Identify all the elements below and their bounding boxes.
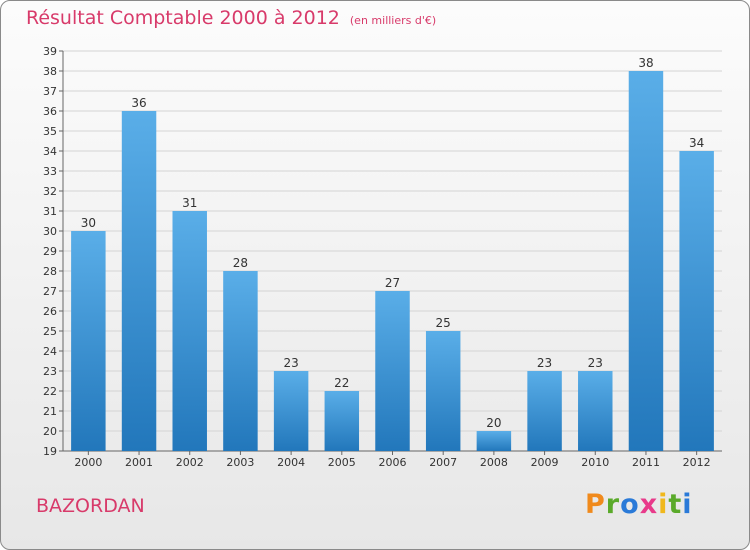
data-label-2002: 31 [182,196,197,210]
logo-letter: i [658,489,669,520]
logo-letter: o [620,489,640,520]
y-tick-label: 19 [43,445,57,458]
bar-2012 [679,151,714,451]
y-tick-label: 24 [43,345,57,358]
data-label-2010: 23 [588,356,603,370]
y-tick-label: 30 [43,225,57,238]
bar-2007 [425,331,461,451]
y-tick-label: 31 [43,205,57,218]
bar-2009 [527,371,562,451]
x-tick-label-2012: 2012 [683,456,711,469]
bar-2008 [476,431,512,451]
bar-2010 [578,371,613,451]
y-tick-label: 34 [43,145,57,158]
data-label-2003: 28 [233,256,248,270]
chart-subtitle: (en milliers d'€) [349,14,437,27]
x-tick-label-2004: 2004 [277,456,305,469]
bar-2005 [324,391,360,451]
data-label-2004: 23 [283,356,298,370]
data-label-2007: 25 [436,316,451,330]
logo-letter: P [585,489,606,520]
bar-2011 [628,71,664,451]
labels: 19 20 21 22 23 24 25 26 27 28 29 30 31 32 33 34 35 36 37 38… [43,45,711,469]
logo-letter: t [668,489,683,520]
y-tick-label: 29 [43,245,57,258]
y-tick-label: 28 [43,265,57,278]
y-tick-label: 27 [43,285,57,298]
bar-2006 [375,291,410,451]
y-tick-label: 38 [43,65,57,78]
data-label-2000: 30 [81,216,96,230]
bar-2003 [223,271,258,451]
data-label-2009: 23 [537,356,552,370]
x-tick-label-2007: 2007 [429,456,457,469]
logo-letter: i [682,489,693,520]
commune-name: BAZORDAN [36,495,145,517]
y-tick-label: 35 [43,125,57,138]
chart-title: Résultat Comptable 2000 à 2012 (en millie… [26,7,436,29]
data-label-2006: 27 [385,276,400,290]
logo-letter: x [639,489,659,520]
x-tick-label-2000: 2000 [74,456,102,469]
x-tick-label-2005: 2005 [328,456,356,469]
bar-2002 [172,211,207,451]
data-label-2005: 22 [334,376,349,390]
x-tick-label-2009: 2009 [531,456,559,469]
y-tick-label: 23 [43,365,57,378]
x-tick-label-2008: 2008 [480,456,508,469]
x-tick-label-2010: 2010 [581,456,609,469]
y-tick-label: 36 [43,105,57,118]
y-tick-label: 37 [43,85,57,98]
x-tick-label-2011: 2011 [632,456,660,469]
x-tick-label-2003: 2003 [226,456,254,469]
y-tick-label: 25 [43,325,57,338]
y-tick-label: 21 [43,405,57,418]
logo-letter: r [605,489,621,520]
x-tick-label-2001: 2001 [125,456,153,469]
bar-2004 [273,371,309,451]
y-tick-label: 26 [43,305,57,318]
x-tick-label-2006: 2006 [379,456,407,469]
data-label-2012: 34 [689,136,704,150]
data-label-2001: 36 [131,96,146,110]
proxiti-logo: Proxiti [585,489,693,520]
y-tick-label: 39 [43,45,57,58]
y-tick-label: 22 [43,385,57,398]
bar-2001 [121,111,157,451]
x-tick-label-2002: 2002 [176,456,204,469]
chart-title-text: Résultat Comptable 2000 à 2012 [26,7,340,29]
y-tick-label: 32 [43,185,57,198]
y-tick-label: 33 [43,165,57,178]
y-tick-label: 20 [43,425,57,438]
bars [71,71,714,451]
data-label-2008: 20 [486,416,501,430]
data-label-2011: 38 [638,56,653,70]
bar-2000 [71,231,106,451]
